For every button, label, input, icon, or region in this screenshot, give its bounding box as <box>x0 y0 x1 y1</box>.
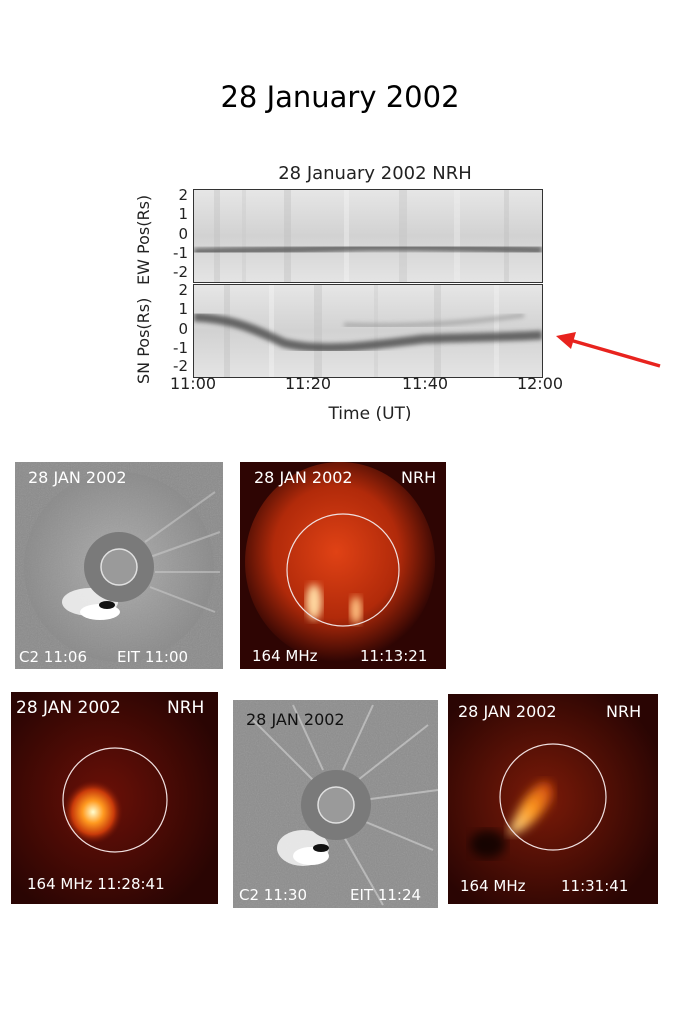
image-c2-time: C2 11:06 <box>19 648 88 666</box>
sn-ytick: 2 <box>178 281 188 299</box>
image-frequency-time: 164 MHz 11:28:41 <box>27 875 165 893</box>
ew-ytick: 2 <box>178 186 188 204</box>
xtick: 11:40 <box>401 374 449 393</box>
nrh-image-112841: 28 JAN 2002 NRH 164 MHz 11:28:41 <box>11 692 218 904</box>
image-time: 11:31:41 <box>561 877 629 895</box>
lasco-c2-image-1106: 28 JAN 2002 C2 11:06 EIT 11:00 <box>15 462 223 669</box>
plot-title: 28 January 2002 NRH <box>278 163 472 184</box>
sn-ytick: -2 <box>173 357 188 375</box>
x-axis-label: Time (UT) <box>328 404 412 424</box>
ew-ytick: -2 <box>173 263 188 281</box>
image-instrument: NRH <box>606 702 642 721</box>
ew-position-panel <box>193 189 543 283</box>
ew-ylabel: EW Pos(Rs) <box>134 194 153 285</box>
ew-position-image <box>194 190 542 282</box>
sn-ytick: -1 <box>173 339 188 357</box>
image-date: 28 JAN 2002 <box>254 468 353 487</box>
lasco-c2-image-1130: 28 JAN 2002 C2 11:30 EIT 11:24 <box>233 700 438 908</box>
image-frequency: 164 MHz <box>460 877 526 895</box>
sn-position-panel <box>193 284 543 378</box>
image-date: 28 JAN 2002 <box>28 468 127 487</box>
figure-title: 28 January 2002 <box>220 80 460 114</box>
image-date: 28 JAN 2002 <box>458 702 557 721</box>
image-eit-time: EIT 11:00 <box>117 648 189 666</box>
image-c2-time: C2 11:30 <box>239 886 308 904</box>
sn-ylabel: SN Pos(Rs) <box>134 297 153 384</box>
image-eit-time: EIT 11:24 <box>350 886 422 904</box>
image-instrument: NRH <box>167 698 205 718</box>
image-frequency: 164 MHz <box>252 647 318 665</box>
xtick: 11:00 <box>169 374 217 393</box>
sn-position-image <box>194 285 542 377</box>
image-date: 28 JAN 2002 <box>246 710 345 729</box>
nrh-image-113141: 28 JAN 2002 NRH 164 MHz 11:31:41 <box>448 694 658 904</box>
image-date: 28 JAN 2002 <box>16 698 121 718</box>
ew-ytick: 1 <box>178 205 188 223</box>
nrh-image-111321: 28 JAN 2002 NRH 164 MHz 11:13:21 <box>240 462 446 669</box>
image-time: 11:13:21 <box>360 647 428 665</box>
ew-ytick: -1 <box>173 244 188 262</box>
image-instrument: NRH <box>401 468 437 487</box>
sn-ytick: 0 <box>178 320 188 338</box>
sn-ytick: 1 <box>178 300 188 318</box>
xtick: 11:20 <box>284 374 332 393</box>
xtick: 12:00 <box>516 374 564 393</box>
ew-ytick: 0 <box>178 225 188 243</box>
red-arrow <box>556 332 661 368</box>
